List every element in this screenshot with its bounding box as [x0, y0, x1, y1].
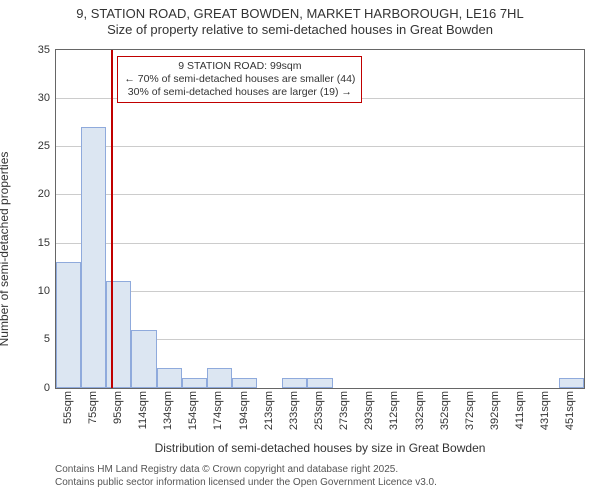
attribution-line-1: Contains HM Land Registry data © Crown c… — [55, 463, 590, 476]
x-tick-label: 431sqm — [539, 391, 551, 430]
x-tick-label: 312sqm — [388, 391, 400, 430]
histogram-bar — [81, 127, 106, 388]
x-tick-label: 352sqm — [439, 391, 451, 430]
x-tick-label: 194sqm — [238, 391, 250, 430]
histogram-bar — [232, 378, 257, 388]
histogram-bar — [56, 262, 81, 388]
histogram-bar — [131, 330, 156, 388]
histogram-bar — [307, 378, 332, 388]
x-tick-label: 174sqm — [212, 391, 224, 430]
histogram-bar — [282, 378, 307, 388]
histogram-bar — [559, 378, 584, 388]
attribution-block: Contains HM Land Registry data © Crown c… — [0, 459, 600, 489]
callout-line-2: ← 70% of semi-detached houses are smalle… — [124, 73, 355, 86]
y-tick-label: 25 — [38, 140, 56, 152]
x-axis-label: Distribution of semi-detached houses by … — [55, 441, 585, 455]
x-tick-label: 75sqm — [87, 391, 99, 424]
x-tick-label: 55sqm — [62, 391, 74, 424]
histogram-bar — [106, 281, 131, 387]
y-tick-label: 20 — [38, 188, 56, 200]
y-tick-label: 15 — [38, 237, 56, 249]
x-tick-label: 332sqm — [414, 391, 426, 430]
x-tick-label: 213sqm — [263, 391, 275, 430]
x-tick-label: 372sqm — [464, 391, 476, 430]
x-tick-label: 154sqm — [187, 391, 199, 430]
histogram-bar — [182, 378, 207, 388]
y-tick-label: 35 — [38, 44, 56, 56]
x-tick-label: 392sqm — [489, 391, 501, 430]
attribution-line-2: Contains public sector information licen… — [55, 476, 590, 489]
x-tick-label: 95sqm — [112, 391, 124, 424]
chart-title-main: 9, STATION ROAD, GREAT BOWDEN, MARKET HA… — [0, 6, 600, 22]
y-tick-label: 10 — [38, 285, 56, 297]
chart-container: Number of semi-detached properties 9 STA… — [0, 39, 600, 459]
x-tick-label: 411sqm — [514, 391, 526, 429]
reference-marker-line — [111, 50, 113, 388]
callout-line-1: 9 STATION ROAD: 99sqm — [124, 60, 355, 73]
x-tick-label: 134sqm — [162, 391, 174, 430]
x-tick-label: 253sqm — [313, 391, 325, 430]
y-axis-label: Number of semi-detached properties — [0, 151, 11, 346]
histogram-bar — [157, 368, 182, 387]
y-tick-label: 5 — [44, 333, 56, 345]
x-tick-label: 114sqm — [137, 391, 149, 429]
histogram-bar — [207, 368, 232, 387]
callout-line-3: 30% of semi-detached houses are larger (… — [124, 86, 355, 99]
y-tick-label: 30 — [38, 92, 56, 104]
x-tick-label: 451sqm — [564, 391, 576, 430]
x-tick-label: 293sqm — [363, 391, 375, 430]
x-tick-label: 233sqm — [288, 391, 300, 430]
callout-box: 9 STATION ROAD: 99sqm ← 70% of semi-deta… — [117, 56, 362, 103]
x-tick-label: 273sqm — [338, 391, 350, 430]
plot-area: 9 STATION ROAD: 99sqm ← 70% of semi-deta… — [55, 49, 585, 389]
chart-title-sub: Size of property relative to semi-detach… — [0, 22, 600, 38]
